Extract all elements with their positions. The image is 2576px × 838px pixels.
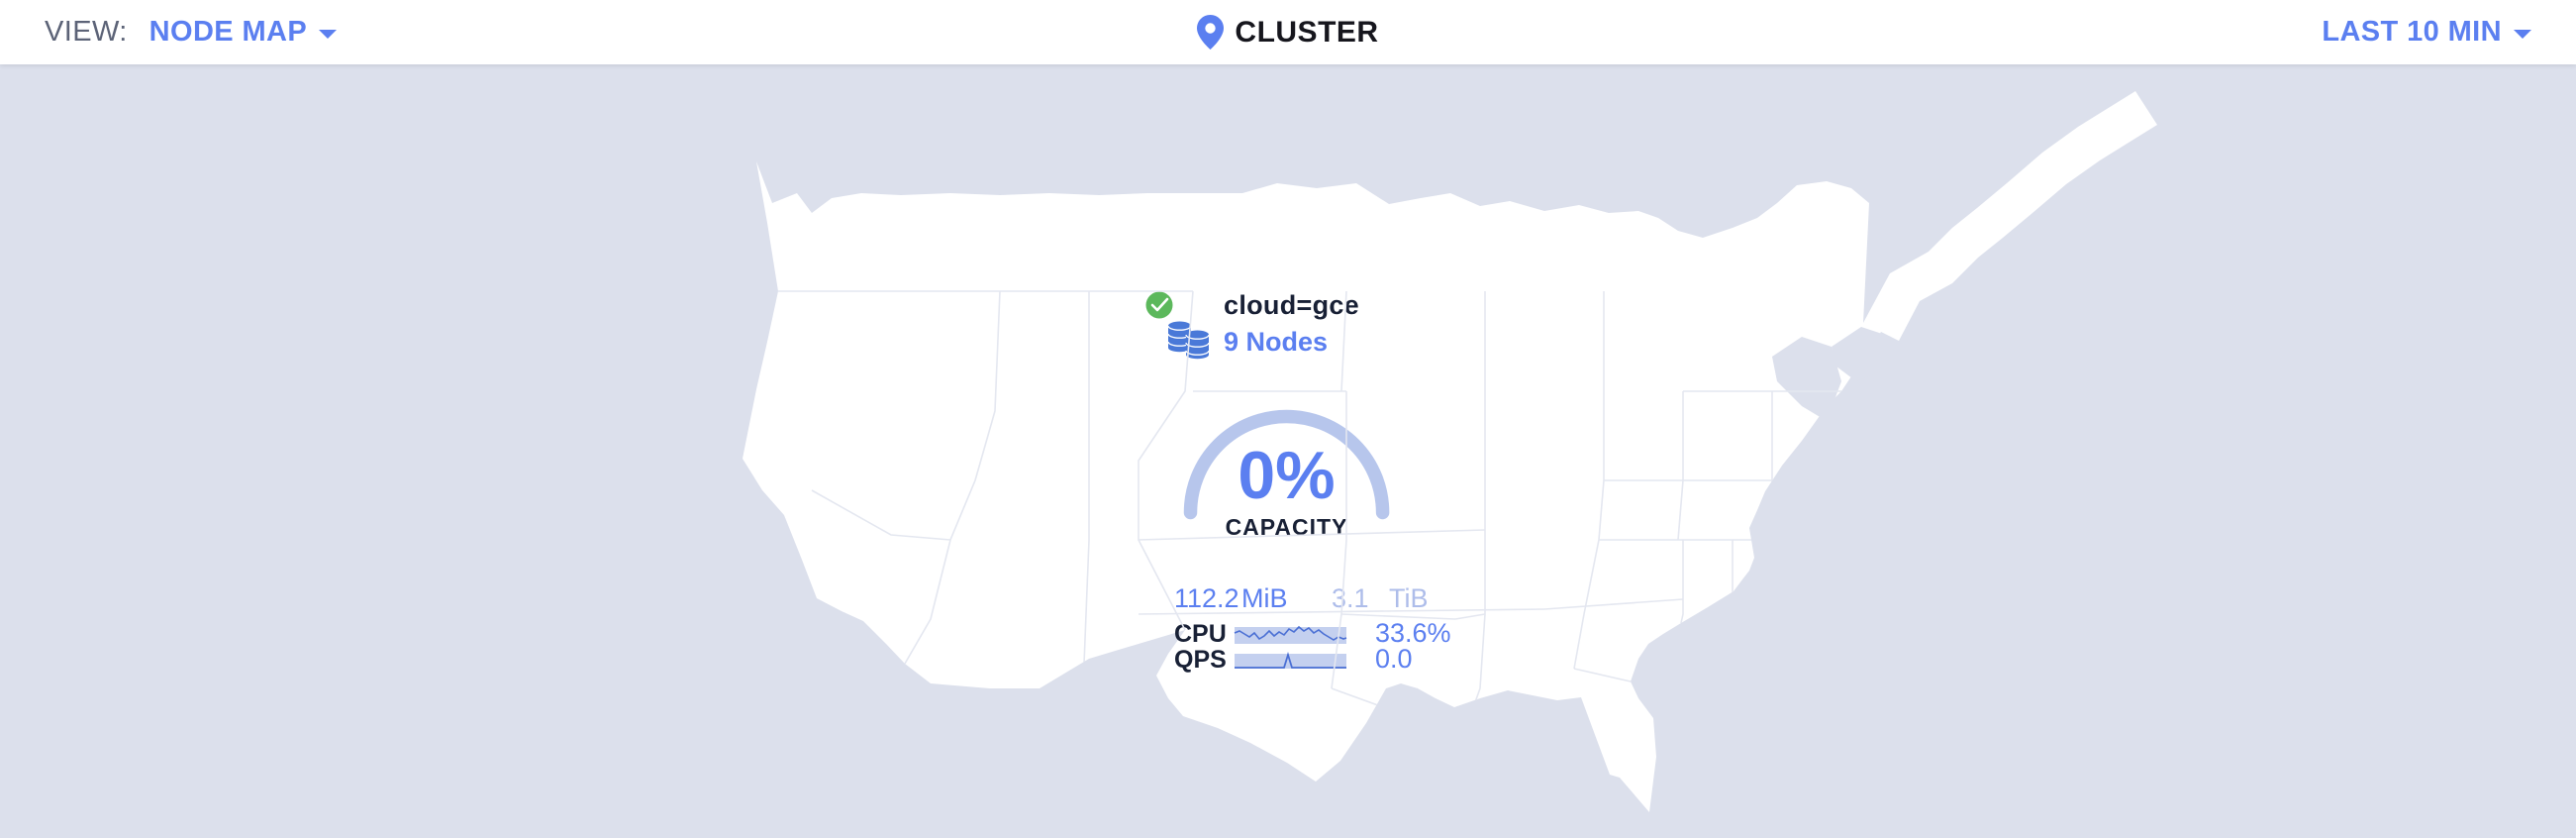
svg-text:112.2: 112.2 xyxy=(1174,583,1239,613)
svg-text:0.0: 0.0 xyxy=(1375,644,1413,674)
svg-text:QPS: QPS xyxy=(1174,646,1227,674)
svg-text:0%: 0% xyxy=(1238,438,1335,513)
svg-text:3.1: 3.1 xyxy=(1332,583,1369,613)
svg-text:MiB: MiB xyxy=(1241,583,1288,613)
svg-text:TiB: TiB xyxy=(1389,583,1429,613)
svg-text:cloud=gce: cloud=gce xyxy=(1224,290,1359,320)
svg-text:9 Nodes: 9 Nodes xyxy=(1224,327,1328,357)
